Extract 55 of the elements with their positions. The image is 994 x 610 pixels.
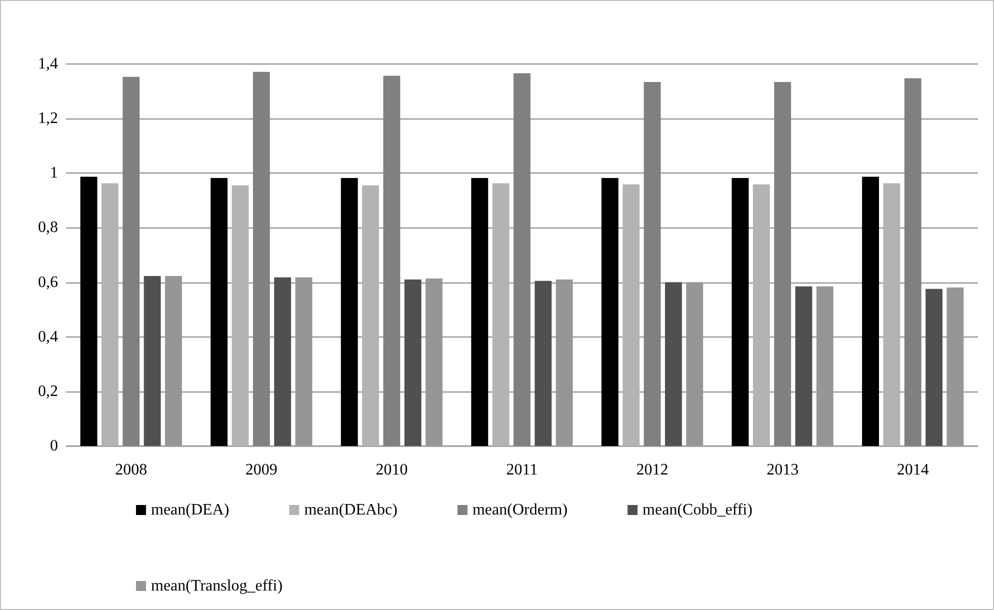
- bar: [622, 184, 640, 446]
- bar: [274, 277, 292, 446]
- x-tick-label: 2008: [115, 462, 148, 478]
- bar: [946, 287, 964, 446]
- bar: [80, 176, 98, 446]
- bar: [686, 282, 704, 446]
- bar: [774, 82, 792, 446]
- y-tick-label: 0: [50, 438, 58, 454]
- legend-label: mean(Orderm): [472, 502, 568, 518]
- bar: [644, 82, 661, 446]
- bar: [252, 72, 270, 446]
- bar: [426, 278, 443, 446]
- bar: [404, 280, 422, 446]
- bar: [664, 282, 682, 446]
- y-tick-label: 1,2: [38, 110, 58, 128]
- bar: [340, 178, 358, 446]
- bar: [556, 280, 573, 446]
- bar: [232, 185, 249, 446]
- bar: [534, 280, 552, 446]
- x-tick-label: 2014: [896, 462, 929, 478]
- y-tick-label: 0,4: [38, 328, 58, 346]
- y-tick-label: 1,4: [38, 56, 58, 72]
- legend-label: mean(DEA): [151, 502, 230, 518]
- bar: [165, 276, 182, 446]
- bar: [362, 185, 380, 446]
- x-tick-label: 2011: [506, 462, 538, 478]
- y-tick-label: 0,8: [38, 219, 58, 236]
- bar: [514, 73, 530, 446]
- bar: [102, 183, 118, 446]
- bar: [752, 184, 770, 446]
- x-tick-label: 2013: [766, 462, 799, 478]
- y-tick-label: 0,6: [38, 274, 58, 291]
- legend-label: mean(Translog_effi): [151, 578, 283, 594]
- legend-label: mean(Cobb_effi): [642, 502, 752, 518]
- bar: [295, 277, 312, 446]
- y-tick-label: 1: [50, 164, 58, 182]
- bar: [816, 286, 834, 446]
- bar: [862, 176, 879, 446]
- bar: [144, 276, 161, 446]
- bar: [795, 286, 812, 446]
- bar: [883, 183, 900, 446]
- bar: [383, 76, 400, 446]
- bar: [122, 76, 140, 446]
- bar: [210, 178, 228, 446]
- bar: [471, 178, 488, 446]
- bar: [492, 183, 510, 446]
- bar: [601, 178, 618, 446]
- bar: [904, 78, 922, 446]
- bar: [732, 178, 749, 446]
- bar: [926, 288, 942, 446]
- y-tick-label: 0,2: [38, 382, 58, 400]
- x-tick-label: 2010: [376, 462, 408, 478]
- x-tick-label: 2009: [245, 462, 278, 478]
- legend-label: mean(DEAbc): [304, 502, 398, 518]
- x-tick-label: 2012: [636, 462, 668, 478]
